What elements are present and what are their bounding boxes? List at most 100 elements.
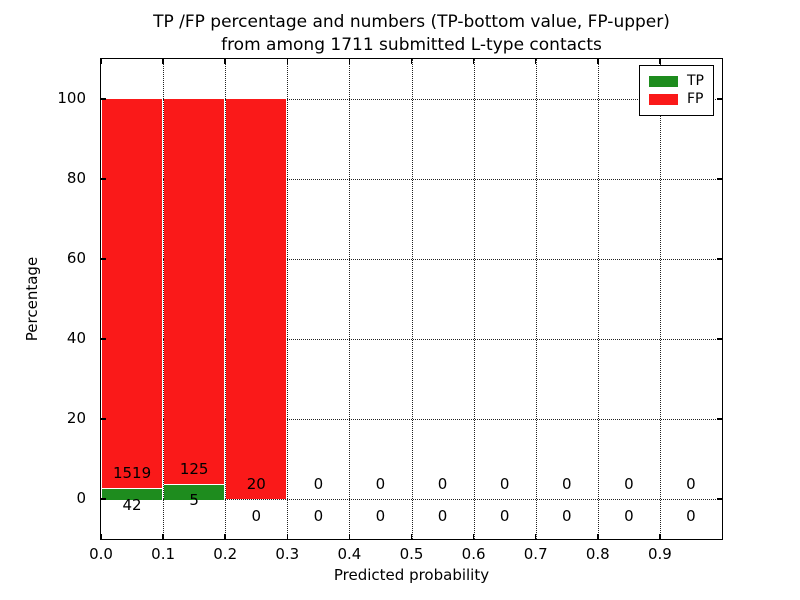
- x-tick-mark: [472, 59, 475, 64]
- x-tick-mark: [162, 534, 164, 539]
- y-tick-label: 100: [57, 89, 86, 107]
- tp-count-label: 0: [499, 506, 510, 525]
- y-tick-labels: 0 20 40 60 80 100: [0, 58, 92, 538]
- x-tick-label: 0.7: [523, 545, 548, 563]
- plot-area: 1519 42 125 5 20 0 0 0 0 0 0 0 0 0 0 0 0 0 0 0 TP FP: [100, 58, 723, 540]
- x-tick-mark: [348, 534, 351, 539]
- x-tick-mark: [162, 59, 164, 64]
- tp-count-label: 42: [122, 496, 142, 515]
- x-axis-label: Predicted probability: [333, 566, 490, 584]
- gridline-vertical: [287, 59, 289, 539]
- fp-bar: [164, 99, 225, 484]
- legend-swatch-fp-icon: [649, 94, 678, 105]
- chart-title: TP /FP percentage and numbers (TP-bottom…: [100, 11, 723, 57]
- legend-swatch-tp-icon: [649, 76, 678, 87]
- x-tick-label: 0.1: [151, 545, 176, 563]
- x-tick-mark: [224, 59, 226, 64]
- y-tick-mark: [717, 418, 722, 420]
- chart-title-line1: TP /FP percentage and numbers (TP-bottom…: [153, 12, 670, 32]
- x-tick-mark: [286, 59, 289, 64]
- y-tick-mark: [717, 178, 722, 180]
- y-tick-mark: [101, 178, 106, 180]
- gridline-horizontal: [101, 339, 722, 340]
- fp-count-label: 0: [686, 475, 696, 494]
- fp-count-label: 125: [179, 459, 209, 478]
- x-tick-mark: [286, 534, 289, 539]
- gridline-horizontal: [101, 499, 722, 500]
- y-tick-mark: [101, 258, 106, 260]
- x-tick-label: 0.0: [89, 545, 113, 563]
- gridline-vertical: [225, 59, 227, 539]
- x-tick-mark: [534, 534, 537, 539]
- x-tick-mark: [348, 59, 351, 64]
- gridline-horizontal: [101, 179, 722, 180]
- gridline-vertical: [659, 59, 661, 539]
- tp-count-label: 0: [561, 506, 572, 525]
- legend-entry: TP: [649, 74, 704, 89]
- x-tick-label: 0.5: [399, 545, 424, 563]
- x-tick-label: 0.9: [647, 545, 672, 563]
- tp-count-label: 0: [686, 506, 696, 525]
- y-tick-label: 20: [66, 409, 86, 427]
- gridline-horizontal: [101, 419, 722, 420]
- x-tick-mark: [534, 59, 537, 64]
- y-tick-mark: [101, 418, 106, 420]
- chart-title-line2: from among 1711 submitted L-type contact…: [221, 35, 602, 55]
- tp-count-label: 0: [375, 506, 386, 525]
- x-tick-mark: [224, 534, 226, 539]
- x-tick-label: 0.2: [213, 545, 238, 563]
- y-tick-label: 60: [66, 249, 86, 267]
- gridline-vertical: [597, 59, 599, 539]
- x-tick-mark: [597, 534, 599, 539]
- gridline-horizontal: [101, 259, 722, 260]
- tp-count-label: 0: [313, 506, 324, 525]
- gridline-vertical: [349, 59, 351, 539]
- tp-count-label: 0: [624, 506, 634, 525]
- tp-bar: [164, 483, 225, 500]
- fp-count-label: 0: [561, 475, 572, 494]
- tp-count-label: 5: [189, 491, 199, 510]
- y-tick-label: 80: [66, 169, 86, 187]
- legend-label: FP: [687, 91, 704, 107]
- y-tick-mark: [717, 498, 722, 500]
- y-tick-mark: [101, 338, 106, 340]
- x-tick-mark: [410, 534, 413, 539]
- y-tick-mark: [717, 338, 722, 340]
- tp-count-label: 0: [251, 506, 262, 525]
- gridline-vertical: [535, 59, 537, 539]
- fp-count-label: 0: [375, 475, 386, 494]
- gridline-vertical: [411, 59, 413, 539]
- y-tick-mark: [717, 258, 722, 260]
- legend-entry: FP: [649, 92, 704, 107]
- x-tick-label: 0.3: [275, 545, 300, 563]
- fp-count-label: 0: [624, 475, 634, 494]
- legend: TP FP: [639, 65, 714, 116]
- gridline-vertical: [163, 59, 165, 539]
- y-tick-label: 0: [76, 489, 86, 507]
- x-tick-mark: [100, 59, 102, 64]
- fp-count-label: 20: [246, 475, 266, 494]
- gridline-horizontal: [101, 99, 722, 100]
- x-tick-labels: 0.0 0.1 0.2 0.3 0.4 0.5 0.6 0.7 0.8 0.9: [89, 545, 722, 565]
- fp-bar: [102, 99, 163, 489]
- y-tick-label: 40: [66, 329, 86, 347]
- fp-count-label: 0: [313, 475, 324, 494]
- x-tick-mark: [597, 59, 599, 64]
- x-tick-mark: [100, 534, 102, 539]
- x-tick-mark: [410, 59, 413, 64]
- y-tick-mark: [717, 98, 722, 100]
- x-tick-label: 0.6: [461, 545, 486, 563]
- legend-label: TP: [687, 73, 704, 89]
- gridline-vertical: [473, 59, 475, 539]
- y-tick-mark: [101, 98, 106, 100]
- fp-count-label: 0: [437, 475, 448, 494]
- x-tick-label: 0.8: [585, 545, 610, 563]
- x-tick-mark: [659, 59, 661, 64]
- tp-count-label: 0: [437, 506, 448, 525]
- y-tick-mark: [101, 498, 106, 500]
- fp-count-label: 1519: [112, 464, 152, 483]
- fp-bar: [226, 99, 287, 499]
- fp-count-label: 0: [499, 475, 510, 494]
- tp-bar: [102, 488, 163, 500]
